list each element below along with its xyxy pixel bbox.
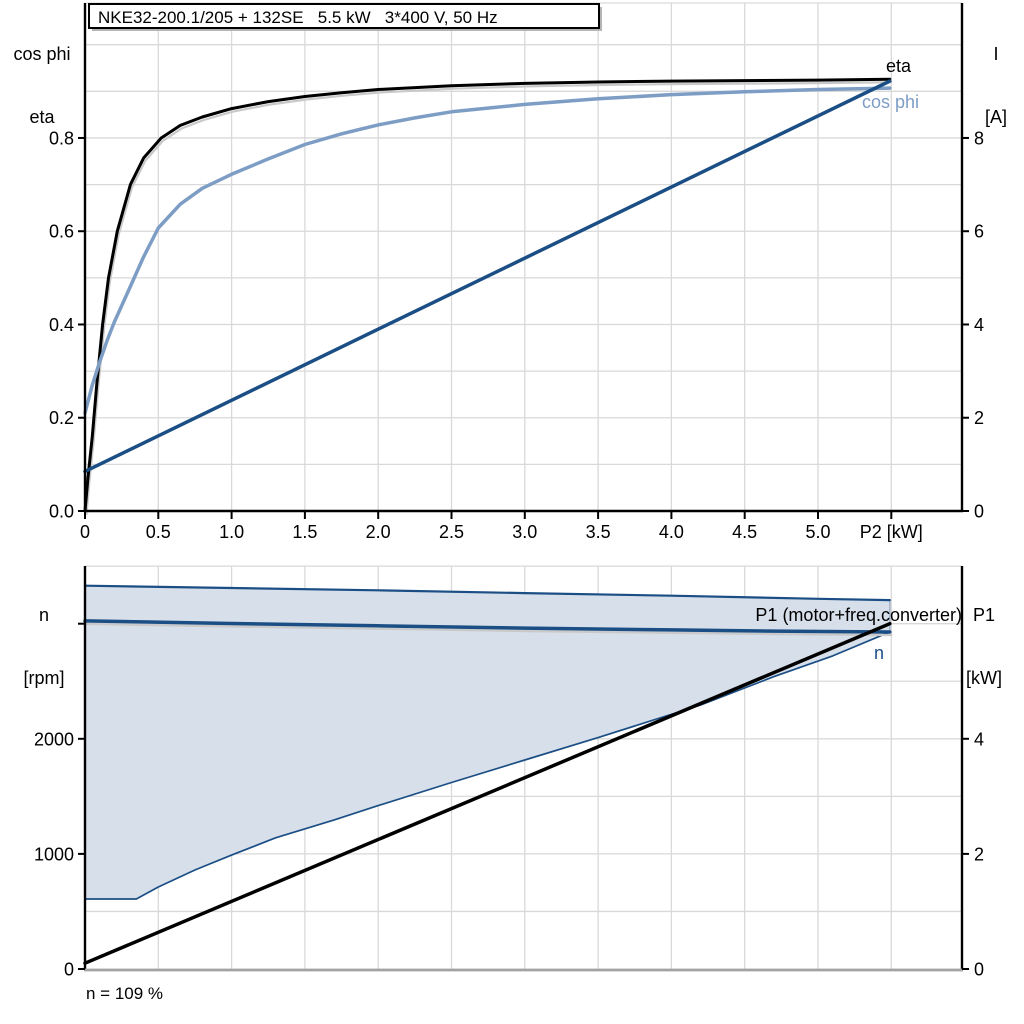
y-left-tick-label: 0.2 [49,408,74,428]
y-left-tick-label: 0.6 [49,222,74,242]
axis-title-p1-unit: [kW] [966,668,1002,688]
bottom-chart: 0 1000 2000 0 2 4 [34,565,984,980]
axis-title-eta: eta [29,107,55,127]
y-right-tick-label: 2 [974,408,984,428]
chart-title-box: NKE32-200.1/205 + 132SE 5.5 kW 3*400 V, … [88,3,600,29]
operating-region-fill [85,585,890,899]
x-tick-label: 4.0 [659,522,684,542]
top-right-axis-title: I [A] [972,2,1020,170]
y-right-tick-label: 6 [974,222,984,242]
y-left-tick-label: 0.8 [49,128,74,148]
y-right-tick-label: 0 [974,502,984,522]
cos-phi-curve-label: cos phi [862,92,920,112]
y-right-tick-label: 4 [974,315,984,335]
p1-curve-label: P1 (motor+freq.converter) [755,605,962,625]
curve-p1 [83,621,892,965]
curve-shadow [85,622,893,637]
y-left-tick-label: 1000 [34,844,74,864]
y-right-tick-label: 2 [974,844,984,864]
x-tick-label: 2.0 [366,522,391,542]
axis-title-current-unit: [A] [984,107,1007,127]
y-right-tick-label: 4 [974,729,984,749]
x-tick-label: 0.5 [146,522,171,542]
curve-cos-phi [83,86,892,415]
x-tick-label: 5.0 [805,522,830,542]
x-tick-label: 1.5 [292,522,317,542]
y-left-tick-label: 2000 [34,729,74,749]
curve-shadow [85,81,893,516]
y-right-tick-label: 8 [974,128,984,148]
axis-title-speed: n [38,605,49,625]
axis-title-current: I [993,44,999,64]
n-curve-label: n [874,643,885,663]
bottom-right-axis-title: P1 [kW] [955,563,1013,731]
curve-n [83,619,892,634]
x-tick-label: 4.5 [732,522,757,542]
axis-title-p1: P1 [972,605,996,625]
y-left-tick-label: 0.0 [49,502,74,522]
y-right-tick-label: 0 [974,960,984,980]
x-tick-label: 3.5 [586,522,611,542]
operating-region-lower-bound [84,631,891,900]
speed-percent-note: n = 109 % [86,984,164,1003]
top-chart: 0 0.5 1.0 1.5 2.0 2.5 3.0 3.5 4.0 4.5 5.0 P2 [kW] 0.… [49,2,984,542]
eta-curve-label: eta [886,56,912,76]
axis-title-speed-unit: [rpm] [23,668,65,688]
x-tick-label: P2 [kW] [860,522,923,542]
curve-i [83,79,892,474]
x-tick-label: 2.5 [439,522,464,542]
curve-eta [83,77,892,513]
x-tick-label: 3.0 [512,522,537,542]
bottom-left-axis-title: n [rpm] [12,563,76,731]
operating-region-upper-bound [83,584,891,602]
x-tick-label: 1.0 [219,522,244,542]
y-left-tick-label: 0.4 [49,315,74,335]
chart-title: NKE32-200.1/205 + 132SE 5.5 kW 3*400 V, … [98,8,498,27]
x-tick-label: 0 [80,522,90,542]
top-left-axis-title: cos phi eta [4,2,80,170]
axis-title-cosphi: cos phi [13,44,71,64]
y-left-tick-label: 0 [64,960,74,980]
